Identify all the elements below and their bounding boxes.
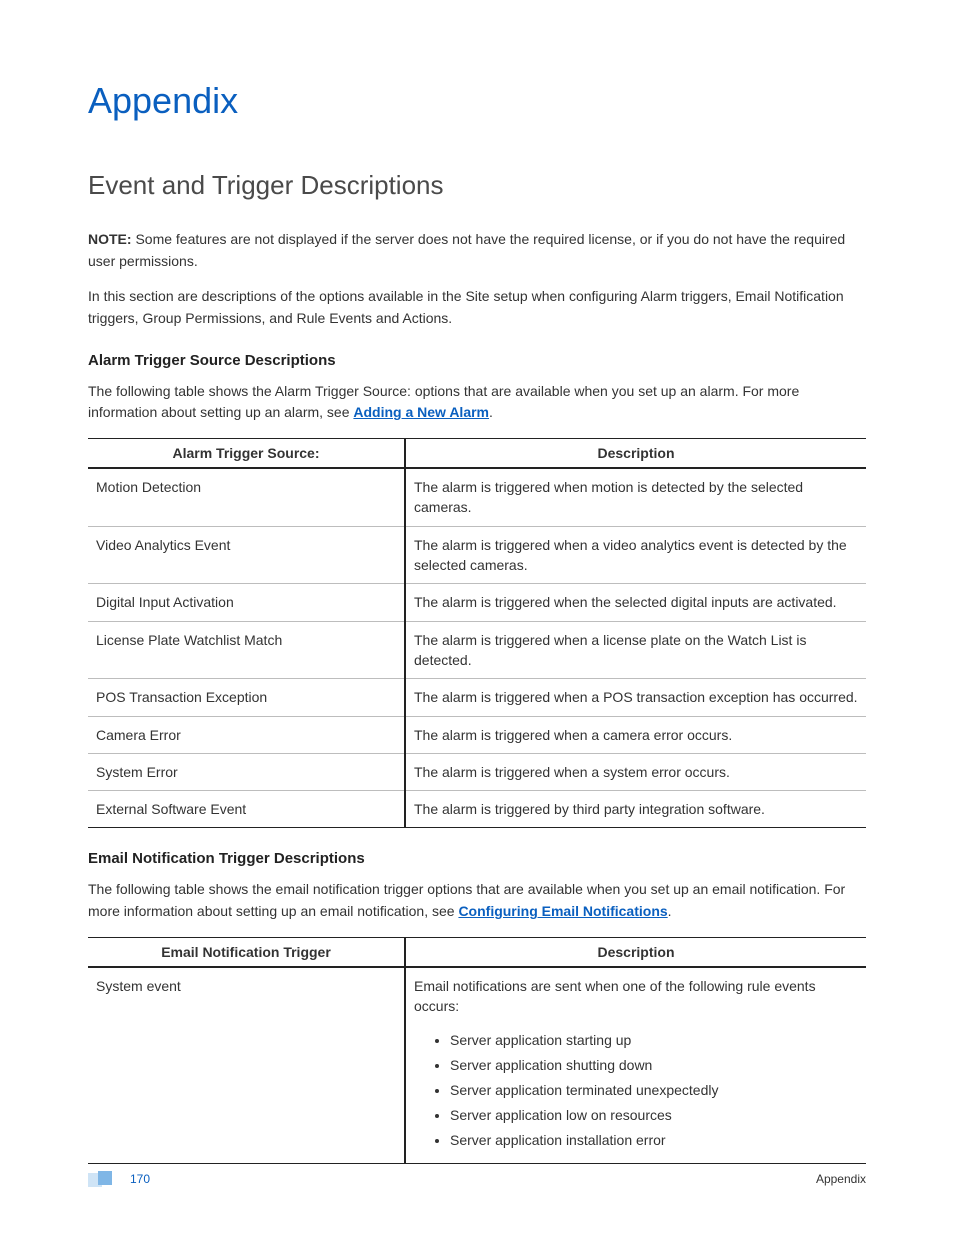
alarm-trigger-table: Alarm Trigger Source: Description Motion… <box>88 438 866 828</box>
list-item: Server application installation error <box>450 1130 858 1151</box>
page-decoration-icon <box>88 1171 120 1187</box>
email-para-suffix: . <box>668 903 672 919</box>
note-paragraph: NOTE: Some features are not displayed if… <box>88 229 866 272</box>
email-desc-intro: Email notifications are sent when one of… <box>414 978 816 1014</box>
alarm-desc-cell: The alarm is triggered by third party in… <box>405 791 866 828</box>
page-number: 170 <box>130 1172 150 1186</box>
email-table-col2-header: Description <box>405 937 866 967</box>
email-trigger-table: Email Notification Trigger Description S… <box>88 937 866 1165</box>
alarm-source-cell: System Error <box>88 753 405 790</box>
email-desc-bullet-list: Server application starting up Server ap… <box>414 1030 858 1151</box>
list-item: Server application shutting down <box>450 1055 858 1076</box>
alarm-source-cell: Motion Detection <box>88 468 405 526</box>
alarm-source-cell: Camera Error <box>88 716 405 753</box>
alarm-desc-cell: The alarm is triggered when a system err… <box>405 753 866 790</box>
alarm-desc-cell: The alarm is triggered when a POS transa… <box>405 679 866 716</box>
list-item: Server application low on resources <box>450 1105 858 1126</box>
table-row: System event Email notifications are sen… <box>88 967 866 1164</box>
note-text: Some features are not displayed if the s… <box>88 231 845 269</box>
table-row: License Plate Watchlist Match The alarm … <box>88 621 866 679</box>
alarm-source-cell: Video Analytics Event <box>88 526 405 584</box>
intro-paragraph: In this section are descriptions of the … <box>88 286 866 329</box>
email-table-col1-header: Email Notification Trigger <box>88 937 405 967</box>
page-title: Appendix <box>88 80 866 122</box>
table-row: Motion Detection The alarm is triggered … <box>88 468 866 526</box>
note-label: NOTE: <box>88 231 132 247</box>
document-page: Appendix Event and Trigger Descriptions … <box>0 0 954 1235</box>
alarm-desc-cell: The alarm is triggered when the selected… <box>405 584 866 621</box>
alarm-desc-cell: The alarm is triggered when motion is de… <box>405 468 866 526</box>
alarm-source-cell: POS Transaction Exception <box>88 679 405 716</box>
table-row: Video Analytics Event The alarm is trigg… <box>88 526 866 584</box>
section-heading: Event and Trigger Descriptions <box>88 170 866 201</box>
alarm-source-cell: License Plate Watchlist Match <box>88 621 405 679</box>
table-row: External Software Event The alarm is tri… <box>88 791 866 828</box>
footer-left: 170 <box>88 1171 150 1187</box>
list-item: Server application starting up <box>450 1030 858 1051</box>
table-row: POS Transaction Exception The alarm is t… <box>88 679 866 716</box>
alarm-section-paragraph: The following table shows the Alarm Trig… <box>88 381 866 424</box>
alarm-desc-cell: The alarm is triggered when a video anal… <box>405 526 866 584</box>
email-desc-cell: Email notifications are sent when one of… <box>405 967 866 1164</box>
page-footer: 170 Appendix <box>88 1171 866 1187</box>
table-row: Camera Error The alarm is triggered when… <box>88 716 866 753</box>
alarm-desc-cell: The alarm is triggered when a license pl… <box>405 621 866 679</box>
alarm-para-suffix: . <box>489 404 493 420</box>
table-row: Digital Input Activation The alarm is tr… <box>88 584 866 621</box>
alarm-desc-cell: The alarm is triggered when a camera err… <box>405 716 866 753</box>
footer-section-label: Appendix <box>816 1172 866 1186</box>
configuring-email-notifications-link[interactable]: Configuring Email Notifications <box>458 903 667 919</box>
alarm-source-cell: External Software Event <box>88 791 405 828</box>
alarm-section-heading: Alarm Trigger Source Descriptions <box>88 352 866 369</box>
alarm-table-col1-header: Alarm Trigger Source: <box>88 439 405 469</box>
alarm-table-col2-header: Description <box>405 439 866 469</box>
email-section-heading: Email Notification Trigger Descriptions <box>88 850 866 867</box>
table-row: System Error The alarm is triggered when… <box>88 753 866 790</box>
list-item: Server application terminated unexpected… <box>450 1080 858 1101</box>
alarm-source-cell: Digital Input Activation <box>88 584 405 621</box>
adding-new-alarm-link[interactable]: Adding a New Alarm <box>353 404 489 420</box>
email-section-paragraph: The following table shows the email noti… <box>88 879 866 922</box>
email-trigger-cell: System event <box>88 967 405 1164</box>
